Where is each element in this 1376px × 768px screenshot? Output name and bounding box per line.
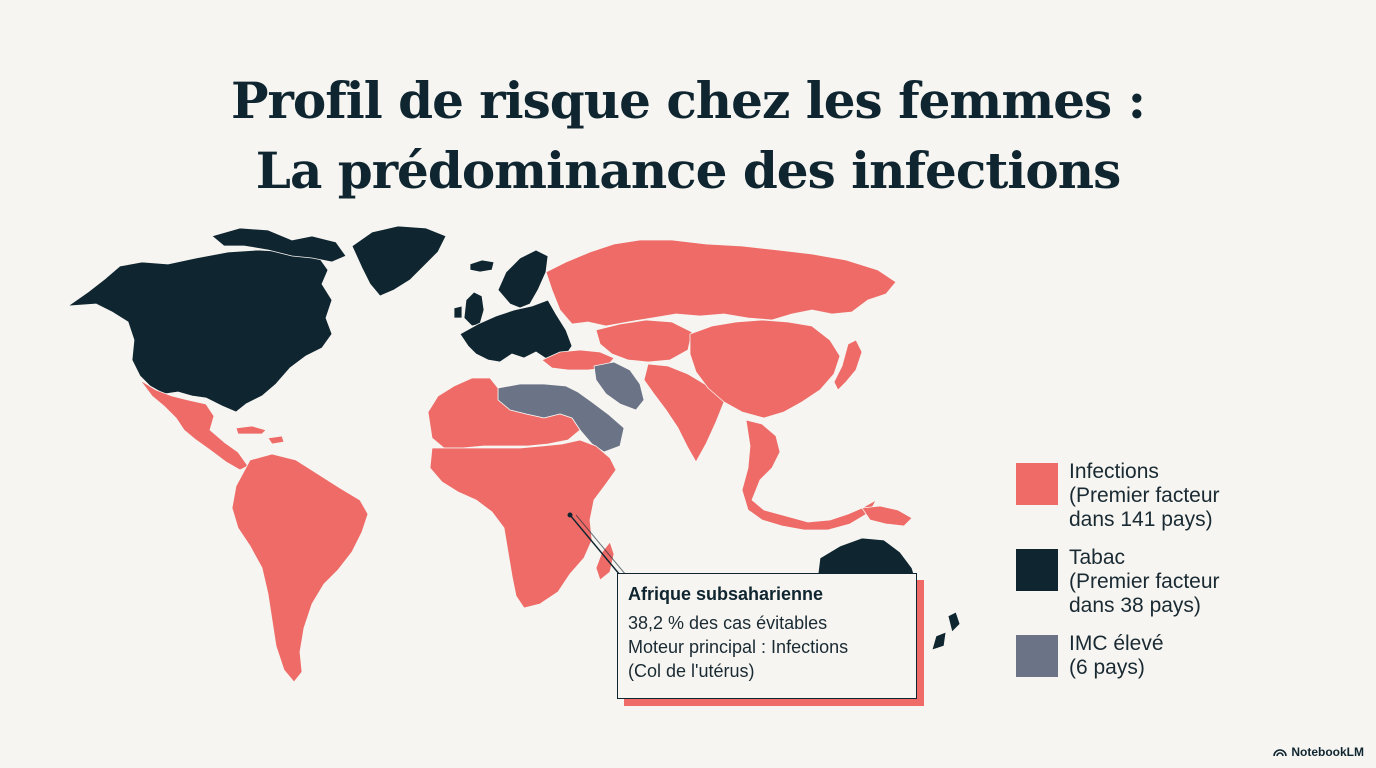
region-east-asia xyxy=(689,319,841,419)
region-new-zealand xyxy=(931,611,961,651)
legend-item-imc: IMC élevé (6 pays) xyxy=(1016,632,1346,718)
callout-leader xyxy=(567,512,627,576)
region-iceland xyxy=(469,259,495,273)
region-russia xyxy=(545,239,897,327)
region-greenland xyxy=(351,225,447,297)
region-arctic-islands xyxy=(211,227,347,263)
legend-label-imc: IMC élevé (6 pays) xyxy=(1069,632,1164,679)
region-southeast-asia xyxy=(741,419,877,531)
region-scandinavia xyxy=(497,249,549,309)
title-line-1: Profil de risque chez les femmes : xyxy=(230,71,1146,130)
map-regions xyxy=(67,225,961,683)
legend-item-tabac: Tabac (Premier facteur dans 38 pays) xyxy=(1016,546,1346,632)
region-madagascar xyxy=(595,541,615,581)
leader-line xyxy=(569,514,621,576)
callout-box: Afrique subsaharienne 38,2 % des cas évi… xyxy=(617,573,917,699)
legend-swatch-infections xyxy=(1016,463,1058,505)
callout-line-1: 38,2 % des cas évitables xyxy=(628,613,828,633)
brand-logo: NotebookLM xyxy=(1273,745,1364,759)
callout-line-2: Moteur principal : Infections xyxy=(628,637,849,657)
leader-line-shadow xyxy=(575,514,627,576)
region-british-isles xyxy=(453,291,485,327)
region-south-asia xyxy=(643,363,725,463)
legend-swatch-tabac xyxy=(1016,549,1058,591)
region-iran xyxy=(593,361,645,411)
region-caribbean xyxy=(235,425,285,445)
region-papua-new-guinea xyxy=(861,505,913,527)
legend-label-tabac: Tabac (Premier facteur dans 38 pays) xyxy=(1069,546,1220,617)
title-line-2: La prédominance des infections xyxy=(255,141,1121,200)
callout-region: Afrique subsaharienne xyxy=(628,584,824,604)
callout-line-3: (Col de l'utérus) xyxy=(628,661,755,681)
region-north-africa xyxy=(427,377,581,449)
brand-name: NotebookLM xyxy=(1291,745,1364,759)
page-title: Profil de risque chez les femmes : La pr… xyxy=(0,66,1376,206)
region-japan xyxy=(833,339,863,391)
legend-swatch-imc xyxy=(1016,635,1058,677)
legend-label-infections: Infections (Premier facteur dans 141 pay… xyxy=(1069,460,1220,531)
region-north-america xyxy=(67,249,333,413)
region-sub-saharan-africa xyxy=(429,439,617,609)
region-south-america xyxy=(231,453,369,683)
leader-dot xyxy=(567,512,573,518)
map-legend: Infections (Premier facteur dans 141 pay… xyxy=(1016,460,1346,718)
region-central-asia xyxy=(595,319,693,363)
legend-item-infections: Infections (Premier facteur dans 141 pay… xyxy=(1016,460,1346,546)
notebooklm-icon xyxy=(1273,749,1288,757)
